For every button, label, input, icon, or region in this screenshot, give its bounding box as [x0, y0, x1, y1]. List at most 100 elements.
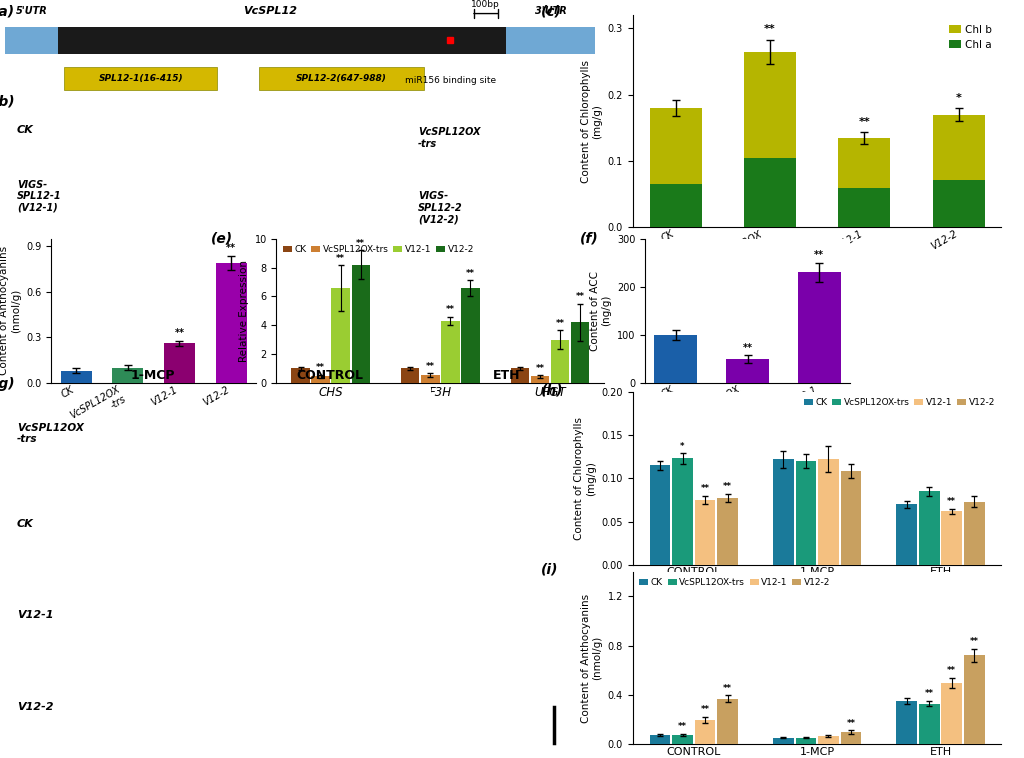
- Text: **: **: [336, 253, 345, 262]
- Text: **: **: [814, 250, 824, 261]
- Bar: [941, 511, 963, 565]
- Y-axis label: Content of Chlorophylls
(mg/g): Content of Chlorophylls (mg/g): [581, 60, 602, 183]
- Bar: [649, 465, 671, 565]
- Bar: [919, 703, 940, 744]
- Bar: [507, 27, 595, 54]
- Legend: CK, VcSPL12OX-trs, V12-1, V12-2: CK, VcSPL12OX-trs, V12-1, V12-2: [802, 396, 997, 409]
- Bar: [216, 263, 247, 383]
- Text: **: **: [466, 268, 475, 277]
- Text: **: **: [947, 666, 956, 675]
- Bar: [744, 52, 796, 158]
- Text: (i): (i): [541, 563, 558, 577]
- Text: V12-2: V12-2: [17, 702, 53, 712]
- Legend: CK, VcSPL12OX-trs, V12-1, V12-2: CK, VcSPL12OX-trs, V12-1, V12-2: [637, 576, 833, 589]
- Text: **: **: [723, 684, 732, 693]
- Bar: [773, 738, 794, 744]
- Bar: [58, 27, 507, 54]
- Bar: [113, 368, 143, 383]
- Text: *: *: [955, 92, 962, 102]
- Text: (b): (b): [0, 94, 16, 108]
- Text: 5'UTR: 5'UTR: [15, 6, 47, 16]
- Bar: [941, 683, 963, 744]
- Bar: [919, 491, 940, 565]
- Y-axis label: Content of ACC
(ng/g): Content of ACC (ng/g): [590, 271, 611, 351]
- Bar: [65, 67, 217, 89]
- Text: **: **: [947, 497, 956, 506]
- Bar: [311, 376, 330, 383]
- Text: **: **: [678, 722, 687, 731]
- Bar: [744, 158, 796, 227]
- Bar: [896, 701, 918, 744]
- Bar: [933, 180, 985, 227]
- Text: SPL12-2(647-988): SPL12-2(647-988): [296, 74, 387, 83]
- Bar: [841, 732, 861, 744]
- Bar: [896, 504, 918, 565]
- Bar: [570, 322, 589, 383]
- Text: **: **: [925, 690, 934, 698]
- Bar: [773, 459, 794, 565]
- Text: **: **: [847, 719, 855, 728]
- Bar: [964, 502, 985, 565]
- Bar: [5, 27, 58, 54]
- Bar: [798, 272, 841, 383]
- Bar: [672, 735, 693, 744]
- Text: **: **: [174, 327, 184, 337]
- Bar: [649, 108, 701, 184]
- Bar: [796, 738, 816, 744]
- Text: SPL12-1(16-415): SPL12-1(16-415): [98, 74, 183, 83]
- Text: **: **: [764, 24, 776, 34]
- Bar: [933, 114, 985, 180]
- Text: (f): (f): [580, 232, 598, 246]
- Bar: [818, 459, 839, 565]
- Bar: [649, 184, 701, 227]
- Text: **: **: [316, 363, 326, 372]
- Legend: Chl b, Chl a: Chl b, Chl a: [944, 20, 996, 54]
- Bar: [839, 138, 890, 188]
- Bar: [694, 500, 716, 565]
- Text: **: **: [700, 705, 710, 714]
- Text: ETH: ETH: [493, 369, 520, 382]
- Bar: [839, 188, 890, 227]
- Text: V12-1: V12-1: [17, 609, 53, 619]
- Text: (h): (h): [541, 384, 563, 397]
- Text: VIGS-
SPL12-2
(V12-2): VIGS- SPL12-2 (V12-2): [418, 191, 463, 224]
- Text: (c): (c): [541, 5, 562, 18]
- Text: **: **: [742, 343, 753, 352]
- Bar: [717, 498, 738, 565]
- Text: 1-MCP: 1-MCP: [130, 369, 175, 382]
- Bar: [649, 735, 671, 744]
- Bar: [351, 265, 370, 383]
- Y-axis label: Content of Anthocyanins
(nmol/g): Content of Anthocyanins (nmol/g): [0, 246, 20, 375]
- Bar: [964, 656, 985, 744]
- Legend: CK, VcSPL12OX-trs, V12-1, V12-2: CK, VcSPL12OX-trs, V12-1, V12-2: [281, 243, 476, 256]
- Text: (g): (g): [0, 377, 16, 391]
- Bar: [672, 459, 693, 565]
- Text: **: **: [426, 362, 435, 371]
- Text: (a): (a): [0, 5, 15, 19]
- Bar: [164, 343, 195, 383]
- Text: **: **: [226, 243, 237, 253]
- Text: VcSPL12OX
-trs: VcSPL12OX -trs: [418, 127, 480, 149]
- Bar: [332, 288, 350, 383]
- Bar: [511, 368, 529, 383]
- Text: **: **: [536, 364, 545, 373]
- Bar: [60, 371, 91, 383]
- Text: **: **: [858, 117, 870, 127]
- Text: 3'UTR: 3'UTR: [535, 6, 566, 16]
- Text: **: **: [575, 293, 585, 302]
- Text: CONTROL: CONTROL: [296, 369, 364, 382]
- Y-axis label: Content of Chlorophylls
(mg/g): Content of Chlorophylls (mg/g): [574, 417, 596, 540]
- Bar: [551, 340, 569, 383]
- Bar: [461, 288, 479, 383]
- Bar: [530, 376, 549, 383]
- Bar: [292, 368, 310, 383]
- Bar: [441, 321, 460, 383]
- Text: **: **: [445, 305, 455, 315]
- Bar: [694, 719, 716, 744]
- Text: **: **: [970, 637, 979, 647]
- Bar: [818, 736, 839, 744]
- Text: **: **: [700, 484, 710, 493]
- Text: CK: CK: [17, 125, 34, 135]
- Text: VcSPL12: VcSPL12: [244, 6, 298, 16]
- Bar: [259, 67, 424, 89]
